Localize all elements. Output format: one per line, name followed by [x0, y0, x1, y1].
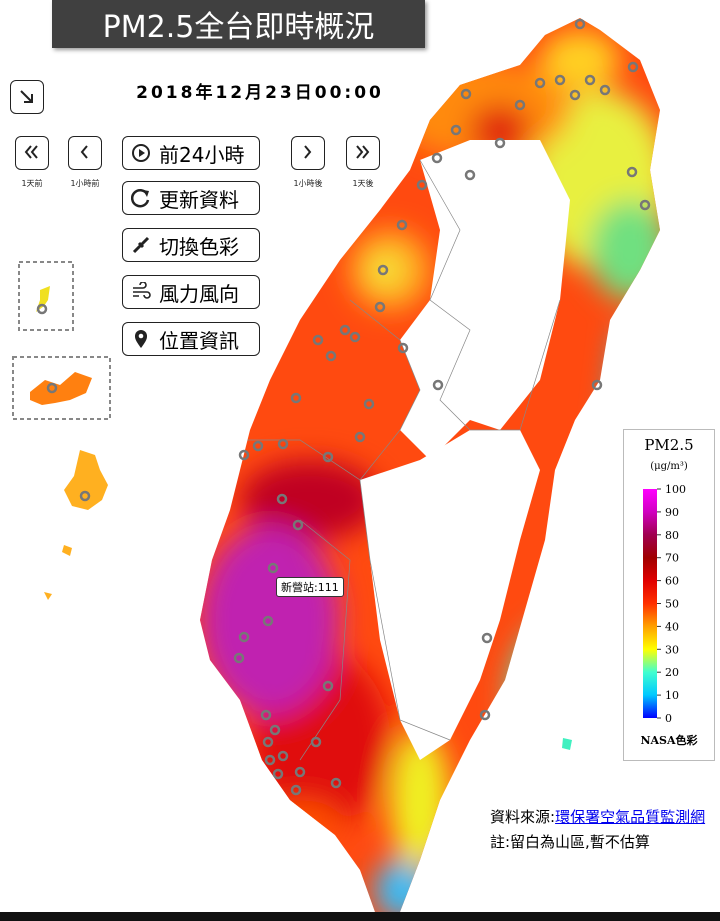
icon [24, 145, 38, 159]
icon [356, 145, 370, 159]
legend-unit: (μg/m³) [650, 461, 688, 472]
legend-tick-label: 40 [665, 620, 679, 633]
station-label[interactable]: 新營站:111 [276, 577, 344, 597]
icon [132, 144, 150, 162]
legend-tick-label: 80 [665, 529, 679, 542]
menu-label: 位置資訊 [159, 328, 239, 353]
menu-button[interactable]: 更新資料 [122, 181, 260, 215]
legend-tick-label: 70 [665, 552, 679, 565]
next-hour-button[interactable] [291, 136, 325, 170]
legend-tick-label: 30 [665, 643, 679, 656]
legend-tick-label: 50 [665, 598, 679, 611]
legend-tick-label: 0 [665, 712, 672, 725]
stations [233, 18, 651, 796]
next-day-button[interactable] [346, 136, 380, 170]
legend-tick-label: 60 [665, 575, 679, 588]
note: 註:留白為山區,暫不估算 [490, 833, 650, 851]
prev-hour-button[interactable] [68, 136, 102, 170]
legend: PM2.5 (μg/m³) NASA色彩 0 10 20 30 40 50 60 70 80 90… [623, 429, 715, 761]
source: 資料來源:環保署空氣品質監測網 [490, 806, 705, 827]
legend-footer: NASA色彩 [640, 733, 697, 747]
legend-tick-label: 100 [665, 483, 686, 496]
collapse-button[interactable] [10, 80, 44, 114]
icon [131, 189, 150, 208]
title: PM2.5全台即時概況 [52, 0, 425, 48]
legend-box [623, 429, 715, 761]
source-prefix: 資料來源: [490, 808, 556, 826]
menu-button[interactable]: 前24小時 [122, 136, 260, 170]
icon [133, 282, 151, 299]
nav-label: 1天前 [21, 179, 43, 188]
prev-day-button[interactable] [15, 136, 49, 170]
legend-tick-label: 20 [665, 666, 679, 679]
legend-tick-label: 10 [665, 689, 679, 702]
icon [20, 90, 33, 103]
icon [304, 145, 312, 159]
legend-tick-label: 90 [665, 506, 679, 519]
bottom-bar [0, 912, 720, 921]
icon [80, 145, 88, 159]
nav-label: 1小時後 [293, 179, 323, 188]
nav-label: 1天後 [352, 179, 374, 188]
datetime: 2018年12月23日00:00 [136, 83, 384, 103]
menu-button[interactable]: 位置資訊 [122, 322, 260, 356]
nav-label: 1小時前 [70, 179, 100, 188]
icon [135, 330, 147, 348]
islands [12, 261, 572, 750]
menu-label: 前24小時 [159, 142, 245, 167]
menu-label: 更新資料 [159, 187, 239, 212]
menu-label: 切換色彩 [159, 234, 239, 259]
color-bar [643, 489, 657, 718]
icon [132, 236, 150, 254]
menu-button[interactable]: 切換色彩 [122, 228, 260, 262]
source-link[interactable]: 環保署空氣品質監測網 [555, 808, 706, 826]
legend-title: PM2.5 [644, 436, 693, 454]
menu-button[interactable]: 風力風向 [122, 275, 260, 309]
menu-label: 風力風向 [159, 281, 239, 306]
